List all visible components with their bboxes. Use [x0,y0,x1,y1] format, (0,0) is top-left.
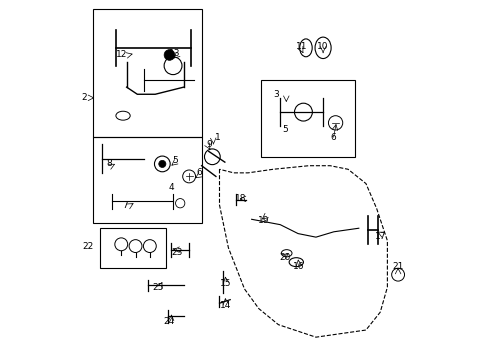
Text: 12: 12 [115,50,127,59]
Circle shape [164,50,175,60]
Text: 17: 17 [374,232,386,241]
Text: 23: 23 [171,248,183,257]
Text: 13: 13 [169,49,180,58]
Bar [93,9,201,137]
Text: 16: 16 [292,262,304,271]
Text: 6: 6 [329,132,335,141]
Text: 5: 5 [172,156,177,165]
Text: 14: 14 [220,301,231,310]
Text: 11: 11 [295,41,307,50]
Bar [260,80,354,157]
Text: 6: 6 [196,168,201,177]
Text: 15: 15 [220,279,231,288]
Text: 3: 3 [273,90,279,99]
Text: 9: 9 [205,140,211,149]
Text: 2: 2 [81,93,86,102]
Text: 1: 1 [214,132,220,141]
Text: 20: 20 [279,253,290,262]
Bar [93,137,201,223]
Text: 24: 24 [163,316,175,325]
Text: 18: 18 [234,194,245,203]
Text: 7: 7 [122,201,127,210]
Text: 4: 4 [168,183,174,192]
Text: 22: 22 [82,242,94,251]
Text: 5: 5 [282,126,288,135]
Text: 8: 8 [106,159,111,168]
Bar [100,228,165,267]
Text: 10: 10 [317,41,328,50]
Circle shape [159,160,165,167]
Text: 25: 25 [152,283,163,292]
Text: 21: 21 [391,262,403,271]
Text: 19: 19 [258,216,269,225]
